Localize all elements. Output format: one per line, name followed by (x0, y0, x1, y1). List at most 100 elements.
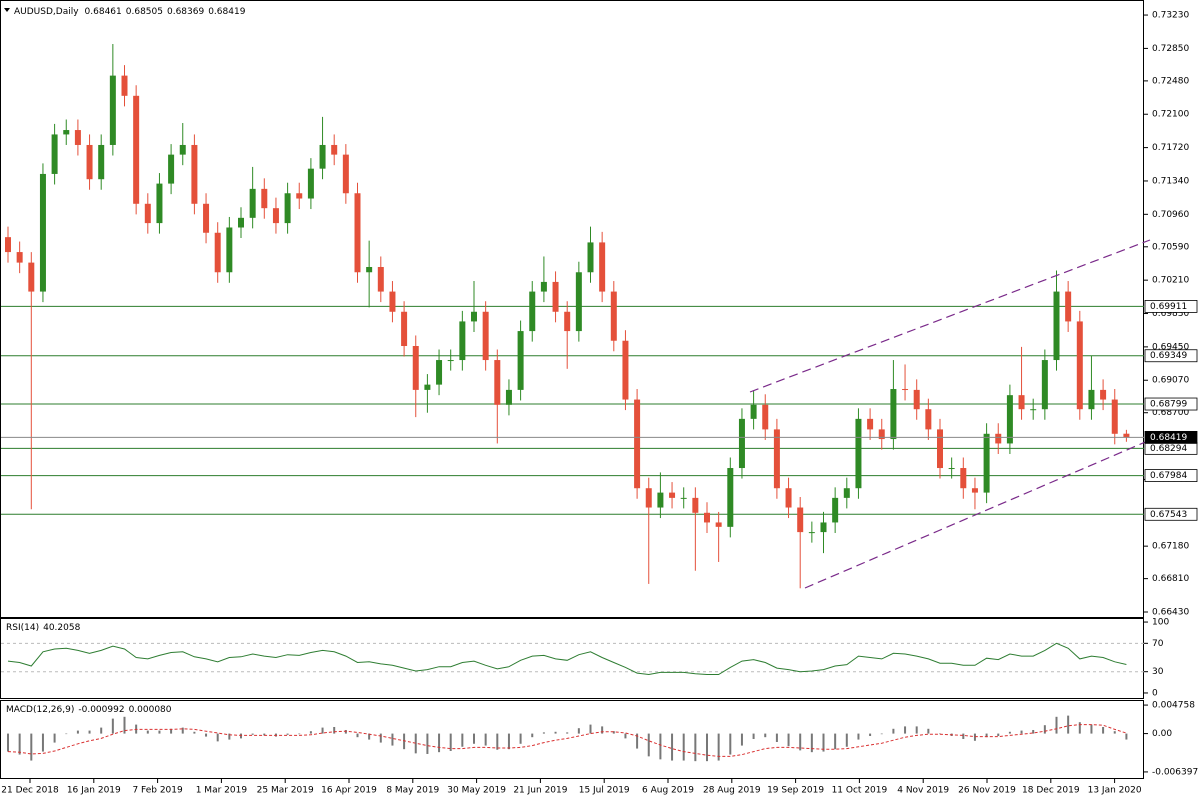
candle-body (412, 346, 419, 390)
candle-body (168, 154, 175, 184)
y-tick-label: 0.71340 (1152, 176, 1189, 186)
macd-bar (682, 733, 685, 761)
candle-body (354, 193, 361, 273)
macd-header: MACD(12,26,9) -0.000992 0.000080 (6, 705, 172, 715)
candle-body (284, 193, 291, 224)
macd-bar (7, 733, 9, 752)
price-panel (0, 0, 1144, 618)
macd-bar (962, 733, 965, 739)
candle-body (867, 418, 874, 430)
macd-bar (880, 733, 883, 735)
candle-body (214, 232, 221, 273)
candle-body (540, 281, 547, 292)
macd-bar (1008, 731, 1011, 734)
level-label: 0.67543 (1150, 510, 1187, 520)
trendline (804, 439, 1151, 589)
macd-bar (810, 733, 813, 753)
candle-body (517, 331, 524, 390)
y-tick-label: 0.004758 (1152, 701, 1195, 711)
candle-body (529, 291, 536, 332)
x-tick-label: 19 Sep 2019 (767, 786, 824, 796)
candle-body (121, 75, 128, 96)
y-tick-label: 100 (1152, 618, 1169, 628)
y-tick-label: 0.00 (1152, 729, 1172, 739)
candle-body (1111, 399, 1118, 434)
x-tick-label: 30 May 2019 (447, 786, 506, 796)
candle-body (133, 95, 140, 204)
x-tick-label: 1 Mar 2019 (196, 786, 248, 796)
candle-body (156, 183, 163, 224)
macd-bar (158, 730, 161, 734)
macd-bar (822, 733, 825, 752)
y-tick-label: 0.69450 (1152, 342, 1189, 352)
level-label: 0.68294 (1150, 444, 1187, 454)
macd-bar (88, 730, 91, 734)
candle-body (179, 144, 186, 155)
macd-bar (76, 730, 79, 734)
y-tick-label: 0.72100 (1152, 110, 1189, 120)
candle-body (342, 154, 349, 194)
macd-bar (368, 733, 371, 740)
macd-bar (240, 733, 242, 739)
macd-bar (636, 733, 639, 749)
macd-bar (1078, 722, 1081, 734)
macd-bar (764, 733, 767, 738)
candle-body (610, 291, 617, 341)
candle-body (272, 208, 279, 224)
candle-body (86, 144, 93, 180)
macd-bar (542, 732, 545, 734)
level-label-box (1144, 507, 1198, 521)
level-label-box (1144, 349, 1198, 363)
signal-value: 0.000080 (129, 705, 172, 715)
x-tick-label: 13 Jan 2020 (1088, 786, 1142, 796)
macd-bar (752, 733, 755, 739)
candle-body (669, 492, 676, 498)
x-tick-label: 7 Feb 2019 (132, 786, 183, 796)
candle-body (680, 497, 687, 499)
candle-body (715, 522, 722, 527)
macd-bar (403, 733, 406, 750)
candle-body (471, 311, 477, 322)
y-tick-label: 0.73230 (1152, 11, 1189, 21)
x-tick-label: 11 Oct 2019 (832, 786, 888, 796)
candle-body (832, 497, 839, 523)
macd-bar (170, 728, 173, 734)
y-tick-label: 0.69070 (1152, 376, 1189, 386)
candle-body (878, 429, 885, 440)
x-tick-label: 6 Aug 2019 (642, 786, 694, 796)
y-tick-label: 0.70590 (1152, 242, 1189, 252)
x-tick-label: 21 Jun 2019 (513, 786, 567, 796)
candle-body (971, 488, 978, 493)
candle-body (1018, 395, 1025, 410)
signal-line (7, 724, 1127, 757)
candle-body (1053, 291, 1060, 361)
candle-body (1065, 291, 1072, 322)
macd-bar (577, 728, 580, 734)
macd-bar (857, 733, 860, 740)
macd-bar (309, 731, 312, 734)
macd-bar (391, 733, 394, 746)
candle-body (1041, 360, 1048, 410)
candle-body (773, 429, 780, 489)
macd-bar (612, 731, 615, 734)
candle-body (319, 144, 326, 169)
macd-bar (1090, 724, 1093, 734)
open: 0.68461 (85, 7, 122, 17)
x-tick-label: 16 Apr 2019 (321, 786, 377, 796)
macd-bar (834, 733, 837, 750)
candle-body (1100, 389, 1107, 400)
candle-body (692, 497, 699, 513)
macd-bar (1055, 716, 1058, 734)
macd-bar (624, 733, 627, 739)
macd-bar (263, 733, 266, 736)
macd-bar (484, 733, 487, 746)
candle-body (925, 409, 932, 430)
menu-arrow[interactable] (4, 8, 10, 12)
candle-body (447, 360, 454, 362)
y-tick-label: 0.70210 (1152, 276, 1189, 286)
candle-body (808, 532, 815, 534)
macd-bar (251, 733, 254, 735)
x-tick-label: 21 Dec 2018 (1, 786, 59, 796)
candle-body (1123, 433, 1130, 438)
